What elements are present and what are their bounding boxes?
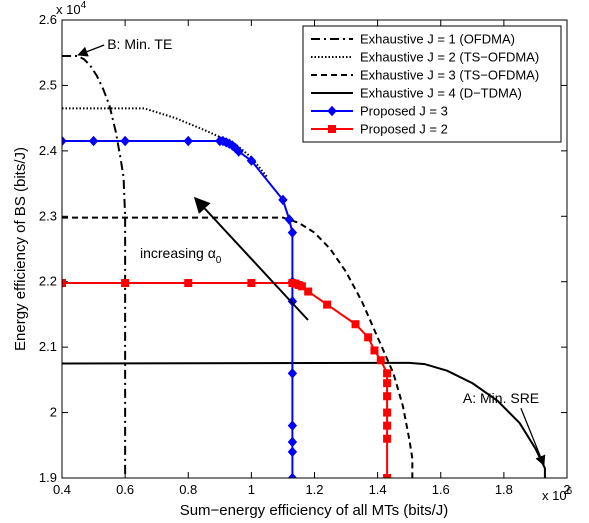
x-tick-label-2: 0.8 — [179, 482, 197, 497]
series-line-3 — [62, 361, 546, 478]
x-tick-label-3: 1 — [248, 482, 255, 497]
series-5 — [62, 279, 392, 478]
x-tick-label-1: 0.6 — [116, 482, 134, 497]
x-multiplier: x 106 — [542, 486, 573, 503]
annotation-min-sre-arrow — [520, 407, 546, 467]
y-tick-label-0: 1.9 — [39, 470, 57, 485]
x-tick-label-8: 2 — [563, 482, 570, 497]
y-tick-label-4: 2.3 — [39, 208, 57, 223]
annotation-layer: B: Min. TE A: Min. SRE increasing α0 — [77, 36, 546, 467]
y-multiplier-base: x 10 — [56, 2, 81, 17]
series-5-point-3 — [247, 279, 256, 288]
y-tick-label-7: 2.6 — [39, 12, 57, 27]
y-axis-label-group: Energy efficiency of BS (bits/J) — [12, 147, 29, 351]
series-line-4 — [62, 140, 294, 478]
legend-label-3: Exhaustive J = 4 (D−TDMA) — [360, 86, 522, 101]
series-5-point-9 — [323, 300, 332, 309]
series-5-point-8 — [304, 287, 313, 296]
annotation-min-te-arrow — [77, 44, 105, 57]
x-tick-label-6: 1.6 — [432, 482, 450, 497]
x-axis-label: Sum−energy efficiency of all MTs (bits/J… — [180, 502, 449, 519]
series-2 — [62, 216, 414, 478]
y-multiplier: x 104 — [56, 0, 87, 17]
x-tick-label-7: 1.8 — [495, 482, 513, 497]
legend-label-5: Proposed J = 2 — [360, 122, 448, 137]
series-5-point-12 — [370, 346, 379, 355]
series-line-0 — [62, 54, 127, 478]
y-tick-label-5: 2.4 — [39, 143, 57, 158]
series-5-point-13 — [376, 356, 385, 365]
series-5-point-0 — [62, 279, 66, 288]
legend-label-0: Exhaustive J = 1 (OFDMA) — [360, 32, 515, 47]
series-5-point-7 — [297, 282, 306, 291]
series-5-point-16 — [383, 392, 392, 401]
x-tick-label-4: 1.2 — [305, 482, 323, 497]
series-line-5 — [62, 282, 389, 478]
series-4-point-10 — [234, 146, 244, 157]
x-tick-label-0: 0.4 — [53, 482, 71, 497]
series-5-point-18 — [383, 421, 392, 430]
series-line-2 — [62, 216, 414, 478]
series-4-point-12 — [278, 194, 288, 206]
series-5-point-19 — [383, 434, 392, 443]
annotation-increasing-text: increasing α — [140, 245, 216, 261]
y-tick-label-2: 2.1 — [39, 339, 57, 354]
series-5-point-17 — [383, 408, 392, 417]
annotation-min-sre: A: Min. SRE — [463, 390, 539, 406]
x-tick-label-5: 1.4 — [369, 482, 387, 497]
series-4-point-13 — [284, 214, 294, 225]
annotation-increasing-arrow — [193, 196, 309, 321]
annotation-increasing-alpha: increasing α0 — [140, 245, 222, 266]
y-tick-label-6: 2.5 — [39, 77, 57, 92]
series-4-point-17 — [287, 368, 298, 379]
series-layer — [62, 54, 546, 478]
x-multiplier-exp: 6 — [567, 486, 573, 497]
y-tick-label-3: 2.2 — [39, 274, 57, 289]
legend-label-2: Exhaustive J = 3 (TS−OFDMA) — [360, 68, 539, 83]
series-0 — [62, 54, 127, 478]
series-5-point-20 — [383, 474, 392, 478]
annotation-increasing-sub: 0 — [216, 255, 222, 266]
x-multiplier-base: x 10 — [542, 488, 567, 503]
series-4-point-11 — [246, 155, 257, 166]
y-tick-label-1: 2 — [50, 405, 57, 420]
y-multiplier-exp: 4 — [81, 0, 87, 11]
y-axis-label: Energy efficiency of BS (bits/J) — [12, 147, 29, 351]
annotation-min-te: B: Min. TE — [107, 36, 172, 52]
series-4-point-21 — [287, 472, 298, 478]
series-5-point-10 — [351, 320, 360, 329]
series-3 — [62, 361, 546, 478]
series-5-point-2 — [184, 279, 193, 288]
series-4 — [62, 135, 298, 478]
legend-marker-4 — [327, 105, 337, 117]
legend-marker-5 — [328, 125, 336, 133]
series-4-point-14 — [287, 227, 298, 238]
series-4-point-1 — [88, 135, 99, 147]
series-4-point-20 — [287, 446, 298, 458]
series-5-point-11 — [364, 333, 373, 342]
series-4-point-18 — [287, 420, 298, 431]
series-4-point-0 — [62, 135, 67, 147]
series-4-point-19 — [287, 436, 298, 448]
series-5-point-14 — [383, 369, 392, 378]
plot-frame — [61, 19, 568, 479]
legend-label-1: Exhaustive J = 2 (TS−OFDMA) — [360, 50, 539, 65]
series-5-point-15 — [383, 379, 392, 388]
legend: Exhaustive J = 1 (OFDMA) Exhaustive J = 2… — [302, 25, 562, 143]
series-4-point-2 — [120, 135, 130, 147]
tick-group: 0.4 0.6 0.8 1 1.2 1.4 1.6 1.8 2 1.9 2 2.1 2.2 2.3 2.4 2… — [39, 12, 571, 497]
series-5-point-1 — [121, 279, 130, 288]
legend-box — [302, 25, 562, 143]
series-4-point-3 — [183, 135, 193, 147]
legend-label-4: Proposed J = 3 — [360, 104, 448, 119]
